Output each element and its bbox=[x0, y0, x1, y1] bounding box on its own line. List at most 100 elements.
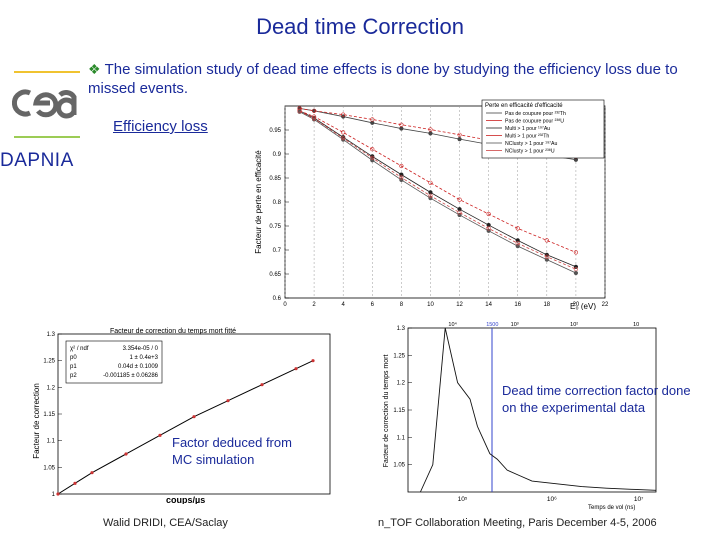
data-point bbox=[192, 415, 196, 419]
x-tick-label: 10⁵ bbox=[458, 496, 468, 503]
data-point bbox=[457, 197, 462, 202]
data-point bbox=[226, 399, 230, 403]
data-point bbox=[294, 367, 298, 371]
x-tick-label: 22 bbox=[602, 302, 609, 308]
data-point bbox=[260, 383, 264, 387]
y-tick-label: 0.65 bbox=[269, 272, 281, 278]
data-point bbox=[297, 109, 302, 114]
top-tick-label: 1500 bbox=[486, 322, 498, 328]
y-tick-label: 1.3 bbox=[47, 332, 56, 338]
y-axis-label: Facteur de correction du temps mort bbox=[383, 355, 390, 468]
bullet-content: The simulation study of dead time effect… bbox=[88, 61, 678, 97]
fit-box bbox=[65, 340, 163, 384]
x-tick-label: 0 bbox=[283, 302, 287, 308]
data-point bbox=[544, 257, 549, 262]
data-point bbox=[73, 481, 77, 485]
footer-author: Walid DRIDI, CEA/Saclay bbox=[103, 517, 228, 529]
fit-param-value: 3.354e-05 / 0 bbox=[123, 346, 159, 352]
legend-entry: Multi > 1 pour ²³²Th bbox=[505, 134, 549, 140]
y-tick-label: 0.7 bbox=[273, 248, 282, 254]
y-tick-label: 0.75 bbox=[269, 224, 281, 230]
legend-box bbox=[481, 99, 605, 159]
dapnia-label: DAPNIA bbox=[0, 150, 74, 171]
data-point bbox=[486, 222, 491, 228]
data-point bbox=[515, 244, 520, 249]
top-decorative-line bbox=[14, 71, 80, 73]
y-tick-label: 0.9 bbox=[273, 152, 282, 158]
data-point bbox=[544, 238, 549, 243]
data-point bbox=[124, 452, 128, 456]
data-point bbox=[370, 117, 375, 122]
y-tick-label: 1.3 bbox=[397, 326, 406, 332]
legend-title: Perte en efficacité d'efficacité bbox=[485, 103, 563, 109]
data-point bbox=[515, 238, 520, 243]
data-point bbox=[515, 241, 520, 246]
y-tick-label: 1.1 bbox=[47, 439, 56, 445]
y-tick-label: 1.2 bbox=[47, 385, 56, 391]
data-point bbox=[341, 112, 346, 117]
legend-entry: Pas de coupure pour ²³⁸U bbox=[505, 119, 564, 125]
slide-title: Dead time Correction bbox=[256, 14, 464, 39]
x-tick-label: 12 bbox=[456, 302, 463, 308]
fit-param-name: χ² / ndf bbox=[70, 346, 89, 352]
efficiency-loss-label: Efficiency loss bbox=[113, 118, 208, 135]
correction-curve bbox=[419, 327, 657, 493]
x-tick-label: 8 bbox=[400, 302, 404, 308]
x-tick-label: 6 bbox=[371, 302, 375, 308]
data-point bbox=[544, 254, 549, 259]
data-point bbox=[573, 267, 579, 272]
top-tick-label: 10 bbox=[633, 322, 639, 328]
legend-entry: NClusty > 1 pour ²³⁸U bbox=[505, 149, 555, 155]
data-point bbox=[56, 492, 60, 496]
data-point bbox=[311, 359, 315, 363]
bullet-text: ❖ The simulation study of dead time effec… bbox=[88, 60, 698, 98]
legend-entry: NClusty > 1 pour ¹⁹⁷Au bbox=[505, 141, 558, 147]
data-point bbox=[486, 226, 491, 231]
mc-note: Factor deduced from MC simulation bbox=[172, 435, 292, 467]
y-tick-label: 1.15 bbox=[393, 408, 405, 414]
data-point bbox=[457, 207, 462, 212]
mc-fit-chart: Facteur de correction du temps mort fitt… bbox=[30, 326, 335, 504]
y-axis-label: Facteur de correction bbox=[32, 383, 41, 459]
y-tick-label: 0.95 bbox=[269, 128, 281, 134]
bottom-decorative-line bbox=[14, 136, 80, 138]
x-tick-label: 4 bbox=[342, 302, 346, 308]
data-point bbox=[573, 250, 579, 255]
data-point bbox=[370, 147, 375, 152]
x-tick-label: 20 bbox=[573, 302, 580, 308]
efficiency-loss-chart: 0 2 4 6 8 10 12 14 16 18 20 22 0.6 0.65 0.7 0.75 0.8 0.85… bbox=[250, 98, 615, 310]
footer-meeting: n_TOF Collaboration Meeting, Paris Decem… bbox=[378, 517, 657, 529]
top-tick-label: 10² bbox=[570, 322, 578, 328]
series-line bbox=[299, 110, 577, 270]
x-tick-label: 10 bbox=[427, 302, 434, 308]
fit-curve bbox=[57, 360, 314, 495]
data-point bbox=[399, 175, 404, 180]
y-axis-label: Facteur de perte en efficacité bbox=[254, 150, 263, 254]
data-point bbox=[457, 132, 462, 137]
legend-entry: Multi > 1 pour ¹⁹⁷Au bbox=[505, 126, 550, 132]
chart-title: Facteur de correction du temps mort fitt… bbox=[110, 328, 236, 335]
x-axis-label: Temps de vol (ns) bbox=[588, 505, 635, 511]
data-point bbox=[399, 172, 404, 177]
top-tick-label: 10³ bbox=[511, 322, 519, 328]
top-tick-label: 10⁴ bbox=[448, 321, 457, 328]
data-point bbox=[515, 226, 520, 231]
y-tick-label: 1.1 bbox=[397, 435, 406, 441]
data-point bbox=[158, 433, 162, 437]
data-point bbox=[341, 130, 346, 135]
fit-param-value: 1 ± 0.4e+3 bbox=[130, 355, 159, 361]
experimental-note: Dead time correction factor done on the … bbox=[502, 383, 691, 415]
y-tick-label: 1.05 bbox=[393, 463, 405, 469]
x-tick-label: 10⁷ bbox=[634, 496, 644, 503]
cea-logo bbox=[12, 89, 77, 119]
series-line bbox=[299, 110, 577, 253]
fit-param-name: p1 bbox=[70, 364, 77, 370]
data-point bbox=[399, 163, 404, 169]
data-point bbox=[457, 210, 462, 215]
x-axis-label: E₀ (eV) bbox=[570, 302, 596, 310]
data-point bbox=[90, 471, 94, 475]
y-tick-label: 1.2 bbox=[397, 381, 406, 387]
y-tick-label: 0.8 bbox=[273, 200, 282, 206]
x-tick-label: 10⁶ bbox=[547, 496, 557, 503]
diamond-bullet-icon: ❖ bbox=[88, 61, 101, 77]
